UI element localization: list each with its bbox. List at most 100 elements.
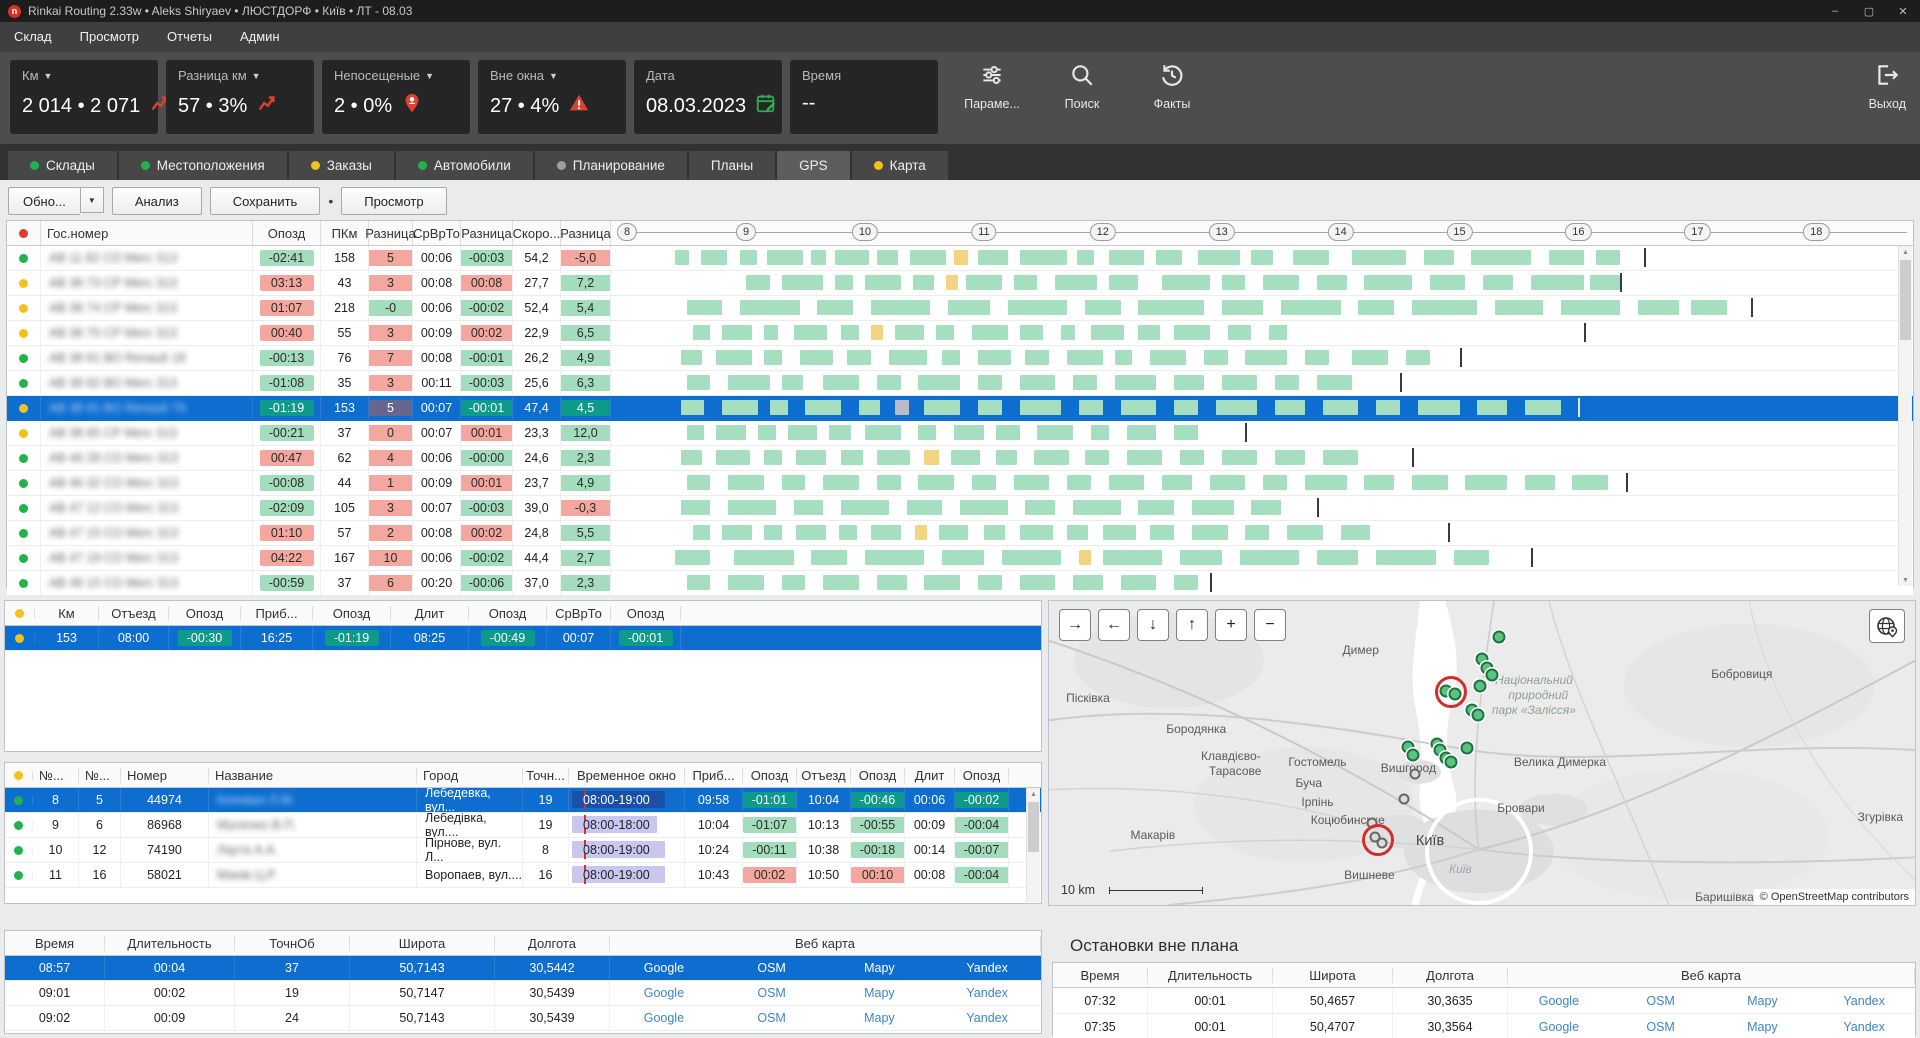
- tab-gps[interactable]: GPS: [777, 151, 850, 180]
- orders-column-header-7[interactable]: Временное окно: [569, 768, 685, 783]
- maximize-button[interactable]: ▢: [1852, 0, 1886, 22]
- timeline-track[interactable]: [611, 296, 1913, 320]
- route-column-header-3[interactable]: Опозд: [169, 606, 241, 621]
- gps-row-12[interactable]: АВ 47 15 СО Merc 31301:1057200:0800:0224…: [7, 521, 1913, 546]
- route-column-header-1[interactable]: Км: [35, 606, 99, 621]
- gps-row-9[interactable]: АВ 46 28 СО Merc 31300:4762400:06-00:002…: [7, 446, 1913, 471]
- order-row-3[interactable]: 101274190Лаута А.А.Пірнове, вул. Л...808…: [5, 838, 1041, 863]
- gps-row-4[interactable]: АВ 38 75 СР Merc 31300:4055300:0900:0222…: [7, 321, 1913, 346]
- menu-item-3[interactable]: Отчеты: [153, 22, 226, 52]
- orders-column-header-3[interactable]: Номер: [121, 768, 209, 783]
- stop-row-2[interactable]: 09:0100:021950,714730,5439GoogleOSMMapyY…: [5, 981, 1041, 1006]
- gps-point-marker[interactable]: [1406, 748, 1419, 761]
- minimize-button[interactable]: –: [1818, 0, 1852, 22]
- orders-column-header-12[interactable]: Длит: [905, 768, 955, 783]
- history-button[interactable]: Факты: [1140, 62, 1204, 111]
- weblink-google[interactable]: Google: [1508, 994, 1610, 1008]
- stat-card-5[interactable]: Дата08.03.2023: [634, 60, 782, 134]
- offplan-column-header-3[interactable]: Широта: [1273, 968, 1393, 983]
- stat-card-2[interactable]: Разница км▼57 • 3%: [166, 60, 314, 134]
- weblink-osm[interactable]: OSM: [718, 1011, 826, 1025]
- scroll-thumb[interactable]: [1028, 802, 1039, 852]
- stops-column-header-1[interactable]: Время: [5, 936, 105, 951]
- timeline-track[interactable]: [611, 321, 1913, 345]
- stops-column-header-5[interactable]: Долгота: [495, 936, 610, 951]
- route-column-header-7[interactable]: Опозд: [469, 606, 547, 621]
- weblink-osm[interactable]: OSM: [1610, 994, 1712, 1008]
- action-button-2[interactable]: Анализ: [112, 187, 202, 215]
- stops-column-header-4[interactable]: Широта: [350, 936, 495, 951]
- scroll-down-arrow[interactable]: ▼: [1899, 574, 1912, 586]
- route-column-header-9[interactable]: Опозд: [611, 606, 681, 621]
- orders-column-header-8[interactable]: Приб...: [685, 768, 743, 783]
- orders-column-header-2[interactable]: №...: [79, 768, 121, 783]
- order-row-1[interactable]: 8544974Коновал Л.М.Лебедевка, вул...1908…: [5, 788, 1041, 813]
- offplan-column-header-4[interactable]: Долгота: [1393, 968, 1508, 983]
- refresh-button[interactable]: Обно...: [8, 187, 80, 215]
- route-column-header-2[interactable]: Отъезд: [99, 606, 169, 621]
- order-row-2[interactable]: 9686968Мусієнко В.П.Лебедівка, вул....19…: [5, 813, 1041, 838]
- weblink-mapy[interactable]: Mapy: [826, 986, 934, 1000]
- offplan-row-2[interactable]: 07:3500:0150,470730,3564GoogleOSMMapyYan…: [1053, 1014, 1915, 1038]
- weblink-yandex[interactable]: Yandex: [1813, 1020, 1915, 1034]
- gps-row-1[interactable]: АВ 11 82 СО Merc 313-02:41158500:06-00:0…: [7, 246, 1913, 271]
- weblink-yandex[interactable]: Yandex: [933, 986, 1041, 1000]
- gps-row-11[interactable]: АВ 47 12 СО Merc 313-02:09105300:07-00:0…: [7, 496, 1913, 521]
- timeline-track[interactable]: [611, 446, 1913, 470]
- offplan-column-header-1[interactable]: Время: [1053, 968, 1148, 983]
- column-header-6[interactable]: Разница: [461, 221, 513, 245]
- column-header-8[interactable]: Разница: [561, 221, 611, 245]
- timeline-track[interactable]: [611, 421, 1913, 445]
- stop-row-3[interactable]: 09:0200:092450,714330,5439GoogleOSMMapyY…: [5, 1006, 1041, 1031]
- tab-склады[interactable]: Склады: [8, 151, 117, 180]
- route-column-header-6[interactable]: Длит: [391, 606, 469, 621]
- column-header-2[interactable]: Опозд: [253, 221, 321, 245]
- tab-заказы[interactable]: Заказы: [289, 151, 394, 180]
- zoom-in-button[interactable]: +: [1215, 609, 1247, 641]
- timeline-track[interactable]: [611, 571, 1913, 595]
- menu-item-1[interactable]: Склад: [0, 22, 66, 52]
- stat-card-1[interactable]: Км▼2 014 • 2 071: [10, 60, 158, 134]
- orders-column-header-11[interactable]: Опозд: [851, 768, 905, 783]
- route-column-header-8[interactable]: СрВрТо: [547, 606, 611, 621]
- timeline-track[interactable]: [611, 371, 1913, 395]
- map-layers-button[interactable]: [1869, 609, 1905, 643]
- weblink-yandex[interactable]: Yandex: [933, 961, 1041, 975]
- offplan-row-1[interactable]: 07:3200:0150,465730,3635GoogleOSMMapyYan…: [1053, 988, 1915, 1014]
- timeline-track[interactable]: [611, 521, 1913, 545]
- gps-row-5[interactable]: АВ 38 81 ВО Renault 18-00:1376700:08-00:…: [7, 346, 1913, 371]
- weblink-mapy[interactable]: Mapy: [826, 1011, 934, 1025]
- orders-column-header-1[interactable]: №...: [33, 768, 79, 783]
- inactive-point-marker[interactable]: [1410, 769, 1421, 780]
- gps-point-marker[interactable]: [1486, 669, 1499, 682]
- scroll-up-arrow[interactable]: ▲: [1027, 788, 1040, 800]
- orders-scrollbar[interactable]: ▲: [1026, 788, 1040, 902]
- weblink-google[interactable]: Google: [610, 986, 718, 1000]
- close-button[interactable]: ✕: [1886, 0, 1920, 22]
- orders-column-header-4[interactable]: Название: [209, 768, 417, 783]
- stat-card-6[interactable]: Время--: [790, 60, 938, 134]
- tab-карта[interactable]: Карта: [852, 151, 948, 180]
- stop-row-1[interactable]: 08:5700:043750,714330,5442GoogleOSMMapyY…: [5, 956, 1041, 981]
- action-button-5[interactable]: Просмотр: [341, 187, 446, 215]
- orders-column-header-13[interactable]: Опозд: [955, 768, 1009, 783]
- gps-row-7[interactable]: АВ 38 91 ВО Renault ТК-01:19153500:07-00…: [7, 396, 1913, 421]
- weblink-google[interactable]: Google: [610, 1011, 718, 1025]
- tab-планирование[interactable]: Планирование: [535, 151, 687, 180]
- scroll-thumb[interactable]: [1900, 260, 1911, 340]
- tab-планы[interactable]: Планы: [689, 151, 775, 180]
- weblink-google[interactable]: Google: [1508, 1020, 1610, 1034]
- action-button-3[interactable]: Сохранить: [210, 187, 321, 215]
- route-column-header-5[interactable]: Опозд: [313, 606, 391, 621]
- chevron-down-icon[interactable]: ▼: [44, 71, 53, 81]
- pan-up-button[interactable]: ↑: [1176, 609, 1208, 641]
- column-header-7[interactable]: Скоро...: [513, 221, 561, 245]
- weblink-osm[interactable]: OSM: [718, 986, 826, 1000]
- sliders-button[interactable]: Параме...: [960, 62, 1024, 111]
- gps-grid-scrollbar[interactable]: ▲▼: [1898, 246, 1912, 586]
- pan-left-button[interactable]: ←: [1098, 609, 1130, 641]
- gps-row-6[interactable]: АВ 38 82 ВО Merc 313-01:0835300:11-00:03…: [7, 371, 1913, 396]
- gps-row-14[interactable]: АВ 48 15 СО Merc 313-00:5937600:20-00:06…: [7, 571, 1913, 596]
- map-panel[interactable]: ДимерБобровицяПісківкаБородянкаКлавдієво…: [1048, 600, 1916, 906]
- order-row-4[interactable]: 111658021Манів Ц.Р.Воропаев, вул....1608…: [5, 863, 1041, 888]
